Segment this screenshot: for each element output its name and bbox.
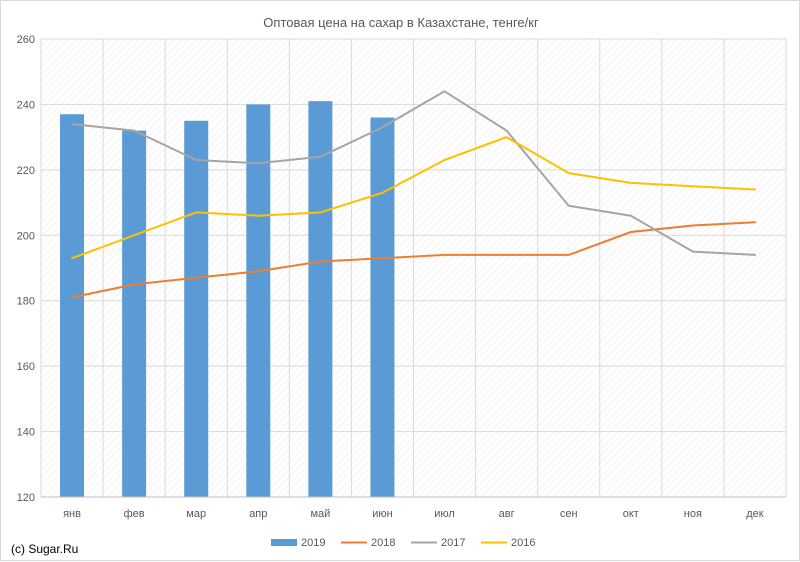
bar-series-2019 [60, 101, 395, 498]
y-tick-label: 240 [17, 99, 35, 111]
bar-2019 [60, 114, 85, 497]
x-tick-label: мар [186, 508, 206, 520]
y-tick-label: 140 [17, 427, 35, 439]
line-2017 [71, 90, 756, 256]
y-tick-label: 120 [17, 492, 35, 504]
x-axis: янв фев мар апр май июн июл авг сен окт ноя дек [41, 496, 786, 520]
bar-2019 [122, 130, 147, 497]
legend-label-2017: 2017 [441, 537, 465, 549]
y-tick-label: 160 [17, 361, 35, 373]
x-tick-label: фев [124, 508, 145, 520]
y-axis: 120 140 160 180 200 220 240 260 [17, 34, 35, 504]
y-tick-label: 180 [17, 296, 35, 308]
x-tick-label: окт [623, 508, 639, 520]
x-tick-label: дек [746, 508, 764, 520]
legend-label-2018: 2018 [371, 537, 395, 549]
chart-title: Оптовая цена на сахар в Казахстане, тенг… [263, 15, 539, 30]
x-tick-label: янв [63, 508, 81, 520]
y-tick-label: 200 [17, 230, 35, 242]
legend-label-2019: 2019 [301, 537, 325, 549]
x-tick-label: ноя [684, 508, 702, 520]
y-tick-label: 220 [17, 165, 35, 177]
legend-swatch-2019 [271, 539, 297, 546]
x-tick-label: июл [434, 508, 455, 520]
bar-2019 [184, 120, 209, 498]
bar-2019 [370, 117, 395, 497]
legend-label-2016: 2016 [511, 537, 535, 549]
line-2018 [71, 221, 756, 299]
x-tick-label: апр [249, 508, 267, 520]
copyright-text: (c) Sugar.Ru [11, 542, 78, 556]
y-tick-label: 260 [17, 34, 35, 46]
bar-2019 [246, 104, 271, 497]
x-tick-label: сен [560, 508, 578, 520]
x-tick-label: июн [372, 508, 392, 520]
x-tick-label: май [310, 508, 330, 520]
gridlines [40, 38, 787, 498]
line-series [71, 90, 756, 299]
legend: 2019 2018 2017 2016 [271, 537, 535, 549]
bar-2019 [308, 101, 333, 498]
x-tick-label: авг [499, 508, 515, 520]
line-2016 [71, 136, 756, 260]
